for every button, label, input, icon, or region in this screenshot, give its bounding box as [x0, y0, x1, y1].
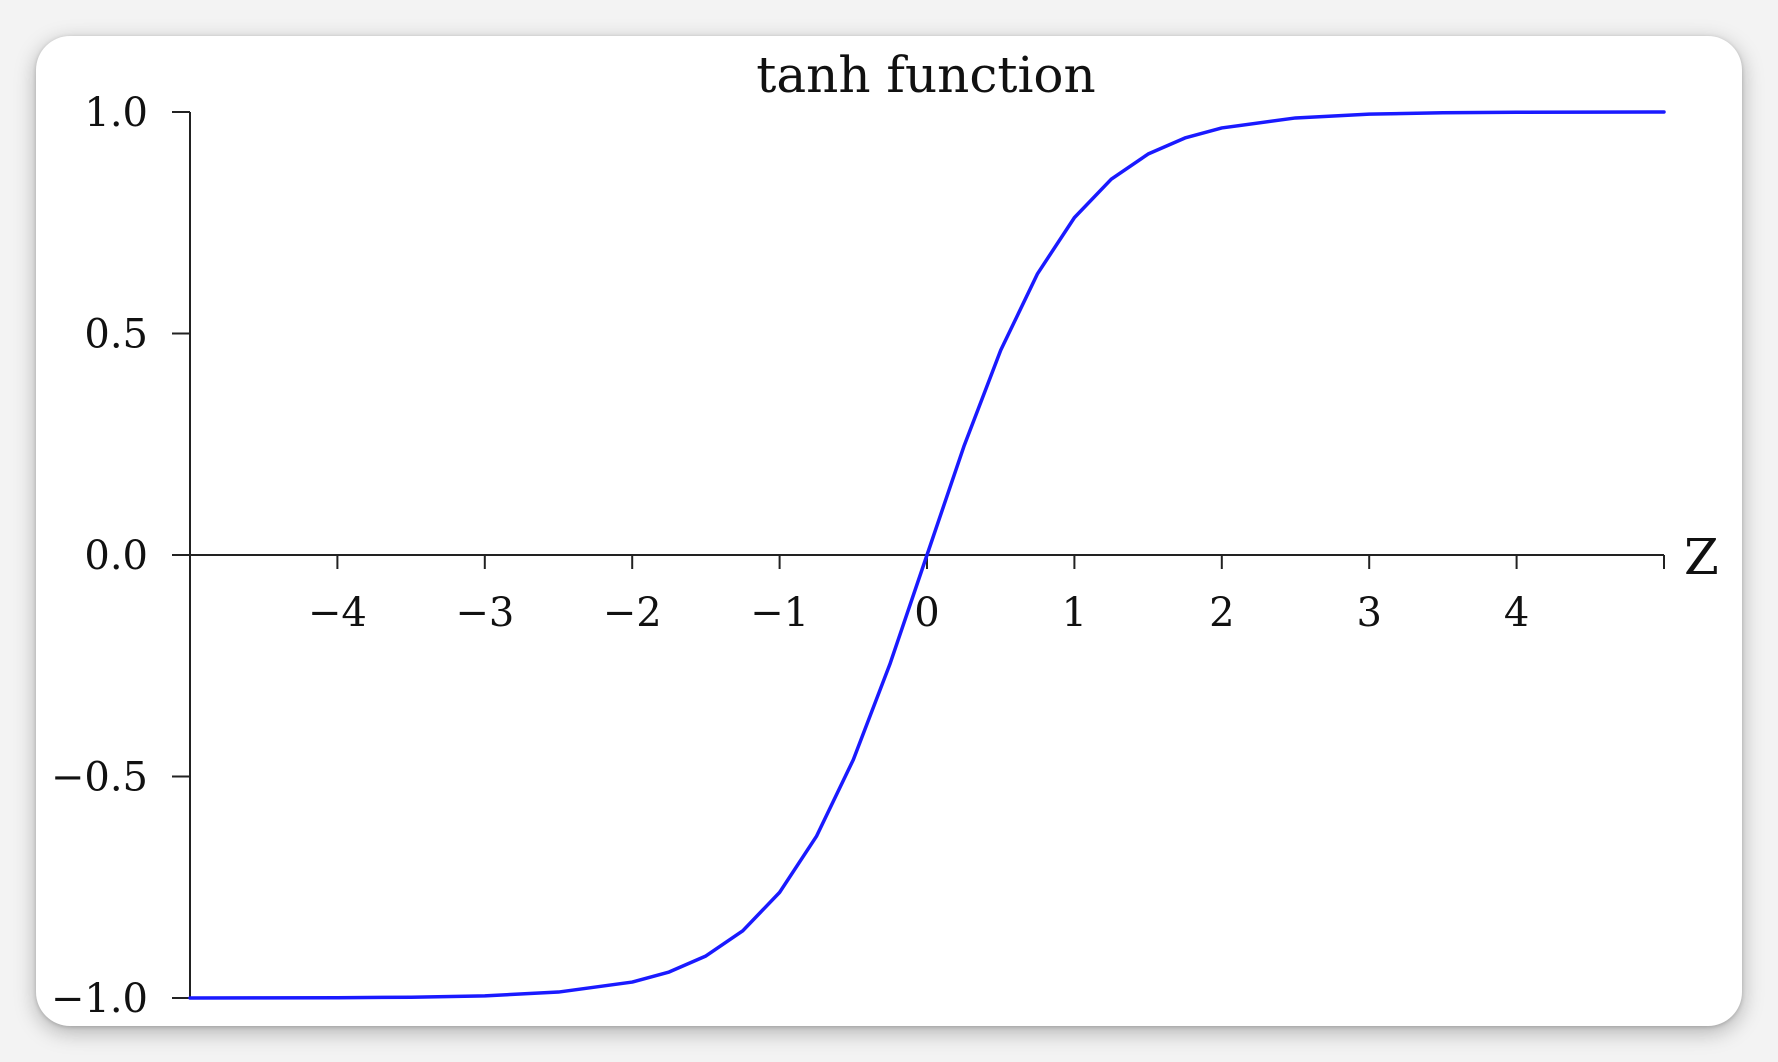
chart-title: tanh function — [756, 46, 1096, 104]
x-axis-label: Z — [1684, 528, 1719, 586]
y-tick-label: 1.0 — [84, 90, 148, 136]
x-tick-label: 3 — [1356, 590, 1381, 636]
plot-area — [188, 110, 1666, 1000]
ticks: −4 −3 −2 −1 0 1 2 3 4 1.0 0.5 0.0 −0.5 −1.0 — [51, 90, 1529, 1022]
x-tick-label: −2 — [603, 590, 662, 636]
y-tick-label: 0.5 — [84, 312, 148, 358]
series-line — [188, 110, 1666, 1000]
x-tick-label: −3 — [455, 590, 514, 636]
x-tick-label: 1 — [1062, 590, 1087, 636]
x-tick-label: −1 — [750, 590, 809, 636]
x-tick-label: 4 — [1504, 590, 1529, 636]
y-tick-label: 0.0 — [84, 533, 148, 579]
chart-card — [36, 36, 1742, 1026]
x-tick-label: 0 — [914, 590, 939, 636]
x-tick-label: 2 — [1209, 590, 1234, 636]
y-tick-label: −0.5 — [51, 755, 148, 801]
x-tick-label: −4 — [308, 590, 367, 636]
y-tick-label: −1.0 — [51, 976, 148, 1022]
